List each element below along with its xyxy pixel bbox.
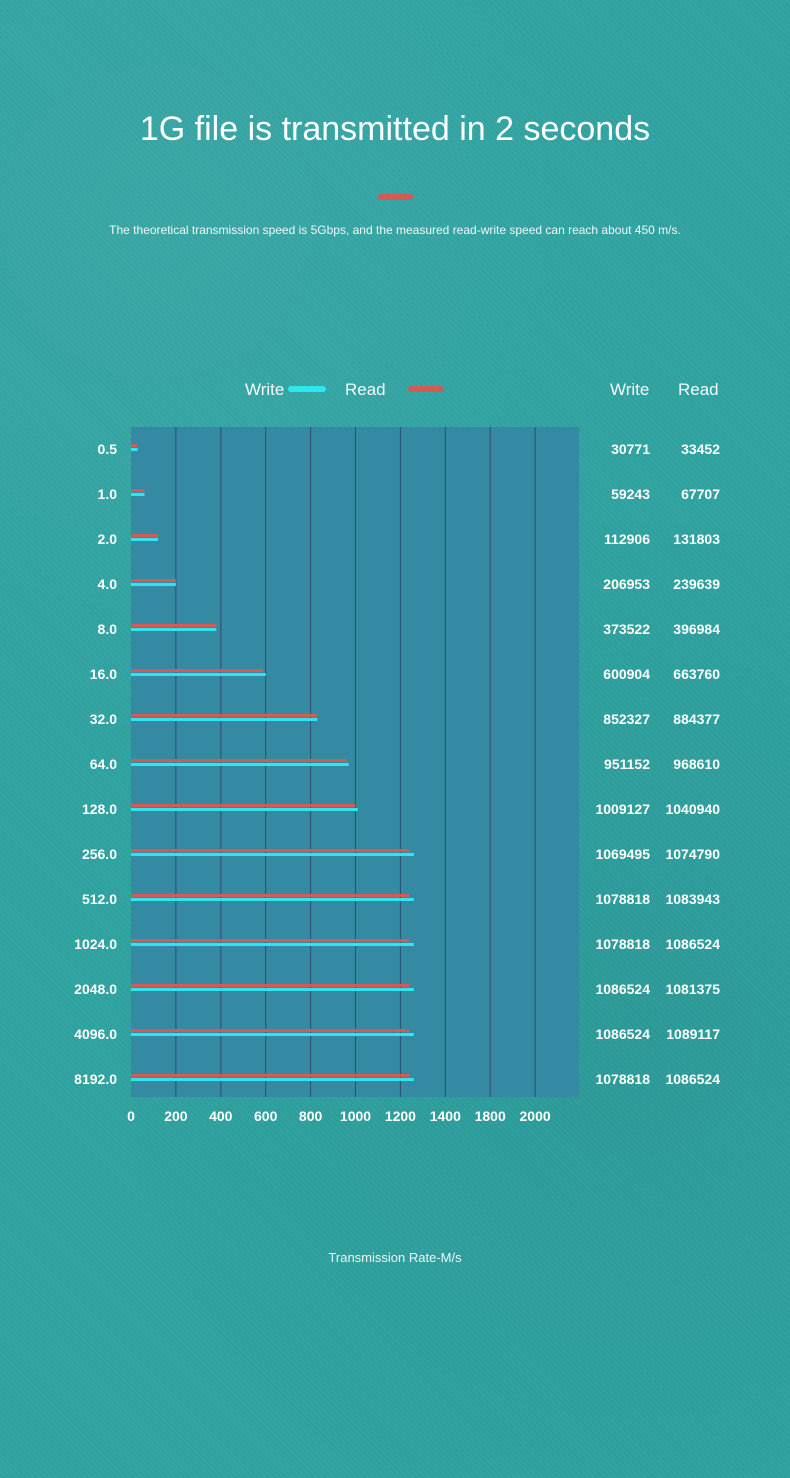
write-bar xyxy=(131,673,266,676)
read-bar xyxy=(131,849,410,852)
read-bar xyxy=(131,444,138,447)
category-label: 8.0 xyxy=(98,621,118,637)
write-value: 1086524 xyxy=(595,1026,650,1042)
category-label: 0.5 xyxy=(98,441,118,457)
x-tick-label: 800 xyxy=(299,1108,323,1124)
read-bar xyxy=(131,489,145,492)
x-tick-label: 200 xyxy=(164,1108,188,1124)
read-value: 1081375 xyxy=(665,981,720,997)
read-value: 1086524 xyxy=(665,936,720,952)
category-label: 256.0 xyxy=(82,846,117,862)
write-bar xyxy=(131,943,414,946)
category-label: 32.0 xyxy=(90,711,117,727)
write-value: 1078818 xyxy=(595,1071,650,1087)
write-bar xyxy=(131,1078,414,1081)
x-tick-label: 600 xyxy=(254,1108,278,1124)
read-value: 67707 xyxy=(681,486,720,502)
write-value: 600904 xyxy=(603,666,650,682)
category-label: 128.0 xyxy=(82,801,117,817)
read-value: 1040940 xyxy=(665,801,720,817)
category-label: 16.0 xyxy=(90,666,117,682)
x-tick-label: 400 xyxy=(209,1108,233,1124)
x-tick-label: 1800 xyxy=(475,1108,506,1124)
write-value: 1078818 xyxy=(595,936,650,952)
category-label: 8192.0 xyxy=(74,1071,117,1087)
write-bar xyxy=(131,898,414,901)
read-bar xyxy=(131,534,158,537)
read-bar xyxy=(131,939,410,942)
write-bar xyxy=(131,493,145,496)
title-accent-bar xyxy=(378,194,413,200)
table-header-read: Read xyxy=(678,380,719,399)
read-value: 1083943 xyxy=(665,891,720,907)
read-value: 1086524 xyxy=(665,1071,720,1087)
category-label: 4096.0 xyxy=(74,1026,117,1042)
write-bar xyxy=(131,808,358,811)
write-bar xyxy=(131,538,158,541)
read-value: 239639 xyxy=(673,576,720,592)
write-bar xyxy=(131,583,176,586)
read-value: 968610 xyxy=(673,756,720,772)
read-bar xyxy=(131,669,264,672)
write-value: 59243 xyxy=(611,486,650,502)
write-value: 1086524 xyxy=(595,981,650,997)
category-label: 4.0 xyxy=(98,576,118,592)
write-bar xyxy=(131,448,138,451)
read-bar xyxy=(131,1029,410,1032)
read-value: 1074790 xyxy=(665,846,720,862)
write-value: 373522 xyxy=(603,621,650,637)
x-tick-label: 1000 xyxy=(340,1108,371,1124)
category-label: 512.0 xyxy=(82,891,117,907)
page-subtitle: The theoretical transmission speed is 5G… xyxy=(109,223,681,237)
category-label: 64.0 xyxy=(90,756,117,772)
read-bar xyxy=(131,579,176,582)
read-value: 33452 xyxy=(681,441,720,457)
read-value: 884377 xyxy=(673,711,720,727)
page-title: 1G file is transmitted in 2 seconds xyxy=(139,110,651,148)
read-value: 663760 xyxy=(673,666,720,682)
category-label: 1024.0 xyxy=(74,936,117,952)
write-value: 1009127 xyxy=(595,801,650,817)
legend-read-label: Read xyxy=(345,380,386,399)
category-label: 1.0 xyxy=(98,486,118,502)
write-value: 112906 xyxy=(604,531,650,547)
write-bar xyxy=(131,718,318,721)
write-bar xyxy=(131,853,414,856)
x-axis-caption: Transmission Rate-M/s xyxy=(328,1250,462,1265)
read-bar xyxy=(131,804,356,807)
write-bar xyxy=(131,1033,414,1036)
write-value: 1078818 xyxy=(595,891,650,907)
read-value: 131803 xyxy=(673,531,720,547)
write-value: 1069495 xyxy=(595,846,650,862)
x-tick-label: 0 xyxy=(127,1108,135,1124)
category-label: 2048.0 xyxy=(74,981,117,997)
read-bar xyxy=(131,624,217,627)
write-bar xyxy=(131,628,217,631)
x-tick-label: 2000 xyxy=(520,1108,551,1124)
read-bar xyxy=(131,984,410,987)
write-bar xyxy=(131,763,349,766)
read-bar xyxy=(131,894,410,897)
read-bar xyxy=(131,1074,410,1077)
legend-read-swatch xyxy=(408,386,444,392)
write-value: 206953 xyxy=(603,576,650,592)
category-label: 2.0 xyxy=(98,531,118,547)
read-bar xyxy=(131,759,347,762)
x-tick-label: 1200 xyxy=(385,1108,416,1124)
table-header-write: Write xyxy=(610,380,650,399)
read-value: 1089117 xyxy=(666,1026,720,1042)
x-tick-label: 1400 xyxy=(430,1108,461,1124)
write-bar xyxy=(131,988,414,991)
read-bar xyxy=(131,714,318,717)
legend-write-swatch xyxy=(288,386,326,392)
write-value: 852327 xyxy=(603,711,650,727)
write-value: 951152 xyxy=(604,756,650,772)
read-value: 396984 xyxy=(673,621,720,637)
legend-write-label: Write xyxy=(245,380,285,399)
write-value: 30771 xyxy=(611,441,650,457)
